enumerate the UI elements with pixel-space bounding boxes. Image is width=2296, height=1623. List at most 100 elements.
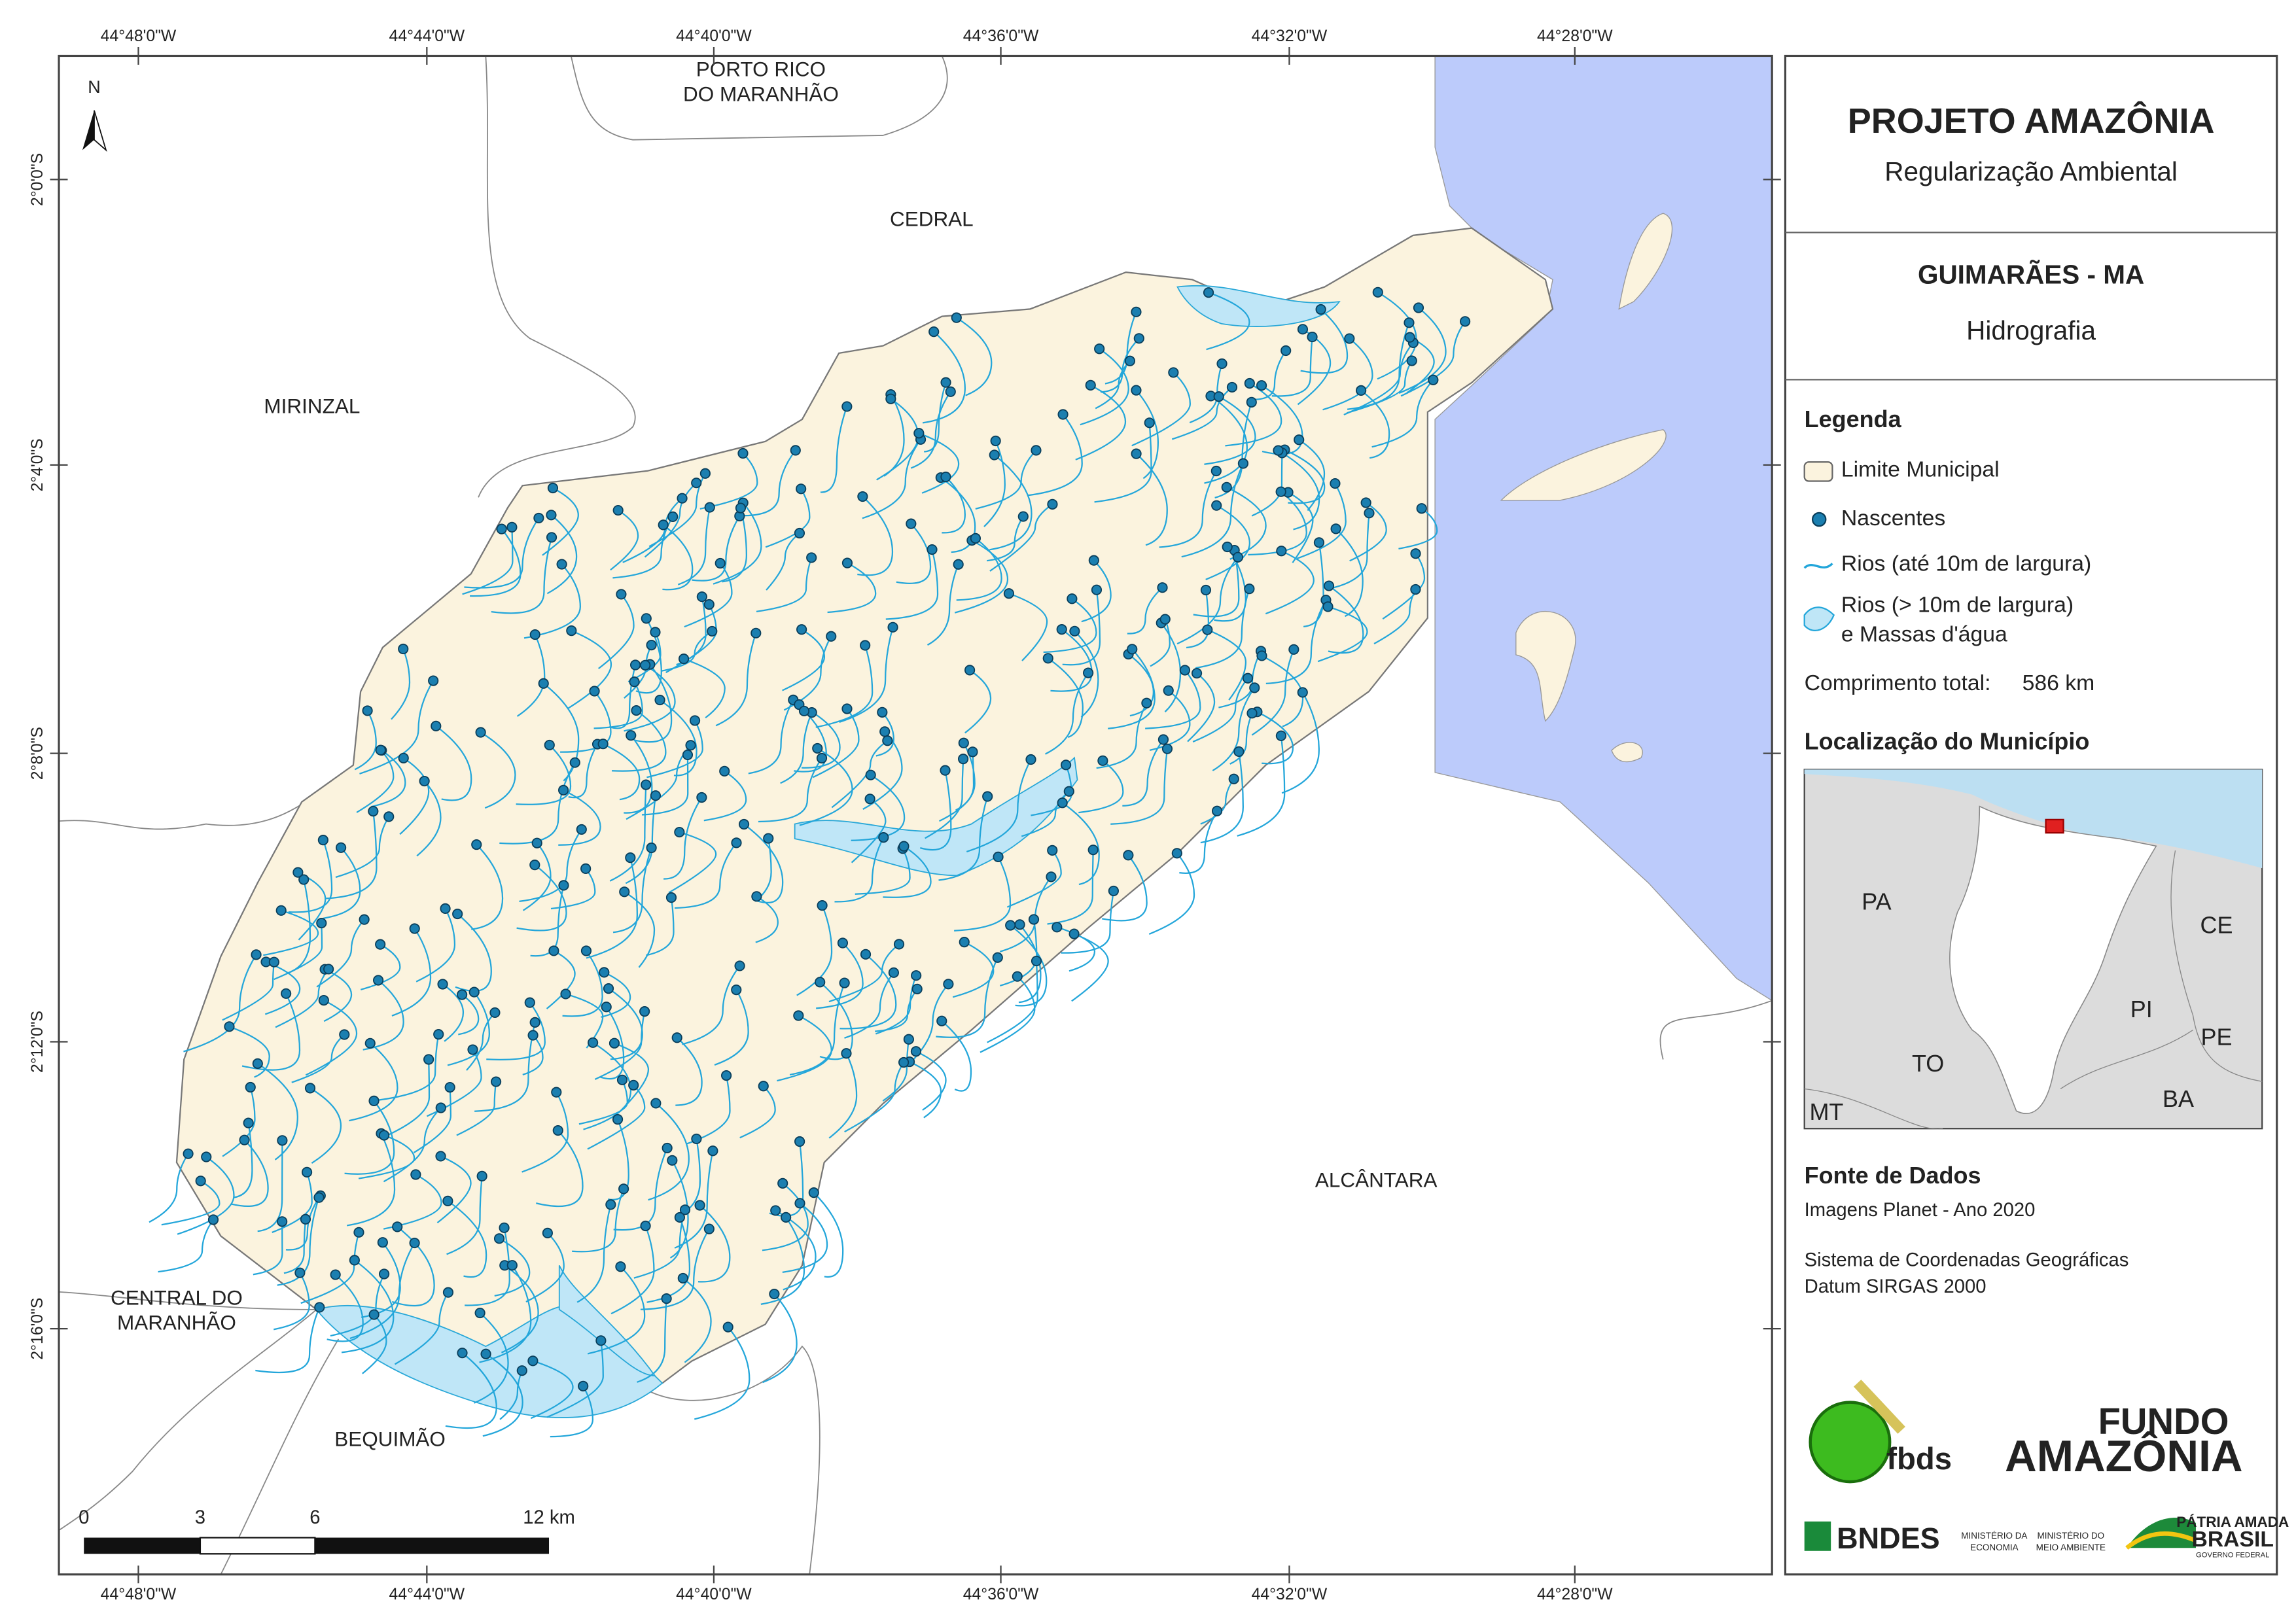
spring (576, 824, 587, 835)
river (275, 968, 330, 1028)
river (183, 954, 257, 1053)
river (624, 735, 653, 814)
river (698, 1204, 731, 1283)
spring (589, 686, 600, 697)
legend-label: Rios (> 10m de largura) (1841, 593, 2074, 618)
spring (629, 676, 640, 688)
river (362, 979, 404, 1051)
river (482, 1353, 523, 1437)
spring (552, 1125, 563, 1136)
spring (1083, 667, 1094, 678)
spring (903, 1034, 914, 1045)
river (346, 1133, 396, 1227)
spring (940, 471, 951, 483)
river (601, 971, 631, 1018)
spring (1297, 324, 1309, 335)
spring (1031, 955, 1042, 967)
spring (796, 483, 807, 495)
spring (793, 1010, 804, 1021)
river (516, 744, 572, 805)
river (359, 680, 434, 775)
spring (398, 752, 409, 763)
river (1176, 557, 1239, 645)
river (277, 1197, 320, 1286)
spring (597, 739, 609, 750)
river (1179, 811, 1218, 874)
spring (300, 1213, 311, 1225)
river (479, 1265, 532, 1363)
river (383, 1174, 442, 1230)
place-name: PORTO RICO (696, 57, 826, 80)
river (1265, 550, 1315, 615)
river (609, 784, 647, 882)
spring (1094, 343, 1105, 355)
spring (731, 985, 742, 996)
border (2170, 850, 2263, 1082)
spring (542, 1227, 553, 1238)
river (820, 406, 848, 493)
spring (452, 908, 463, 920)
river (1181, 463, 1244, 558)
spring (490, 1076, 502, 1087)
spring (1144, 417, 1155, 428)
spring (1244, 584, 1255, 595)
river (915, 1051, 947, 1111)
place-name: MIRINZAL (264, 394, 360, 417)
river (1074, 631, 1099, 718)
river (694, 1326, 751, 1420)
river (358, 1134, 415, 1179)
river (327, 1274, 364, 1342)
spring (826, 631, 837, 642)
fbds-logo (1809, 1401, 1892, 1484)
spring (682, 749, 694, 761)
logo-text: FUNDO (2098, 1401, 2229, 1442)
spring (703, 599, 715, 610)
spring (661, 1293, 672, 1304)
spring (318, 995, 329, 1006)
spring (1069, 928, 1080, 939)
spring (558, 784, 569, 796)
spring (578, 1380, 589, 1391)
scale-label: 0 (79, 1507, 89, 1528)
spring (679, 1204, 691, 1215)
river (659, 699, 698, 777)
spring (612, 1114, 624, 1125)
spring (1307, 331, 1318, 343)
spring (588, 1037, 599, 1048)
boundary (58, 794, 317, 830)
spring (715, 557, 726, 569)
spring (1057, 797, 1068, 809)
spring (616, 1074, 628, 1085)
river (662, 630, 713, 672)
river (462, 527, 514, 595)
spring (506, 1260, 518, 1271)
spring (1297, 687, 1308, 698)
spring (1131, 385, 1142, 396)
river (1192, 678, 1248, 742)
spring (1356, 385, 1367, 396)
river (285, 1195, 321, 1251)
river (1200, 751, 1244, 844)
river (1145, 669, 1201, 729)
river (233, 1123, 253, 1198)
spring (580, 863, 592, 874)
spring (431, 720, 442, 731)
spring (1087, 845, 1099, 856)
river (777, 1015, 832, 1082)
river (1108, 648, 1156, 729)
spring (1404, 332, 1415, 343)
river (491, 537, 553, 614)
spring (703, 1223, 715, 1234)
scale-segment (315, 1537, 550, 1554)
spring (336, 842, 347, 853)
river (576, 1204, 612, 1303)
place-name: BEQUIMÃO (334, 1427, 446, 1450)
river (1081, 559, 1112, 623)
river (499, 762, 576, 845)
spring (1404, 317, 1415, 328)
spring (419, 775, 430, 787)
river (758, 758, 822, 823)
spring (301, 1166, 313, 1178)
spring (796, 624, 807, 635)
spring (689, 715, 701, 726)
